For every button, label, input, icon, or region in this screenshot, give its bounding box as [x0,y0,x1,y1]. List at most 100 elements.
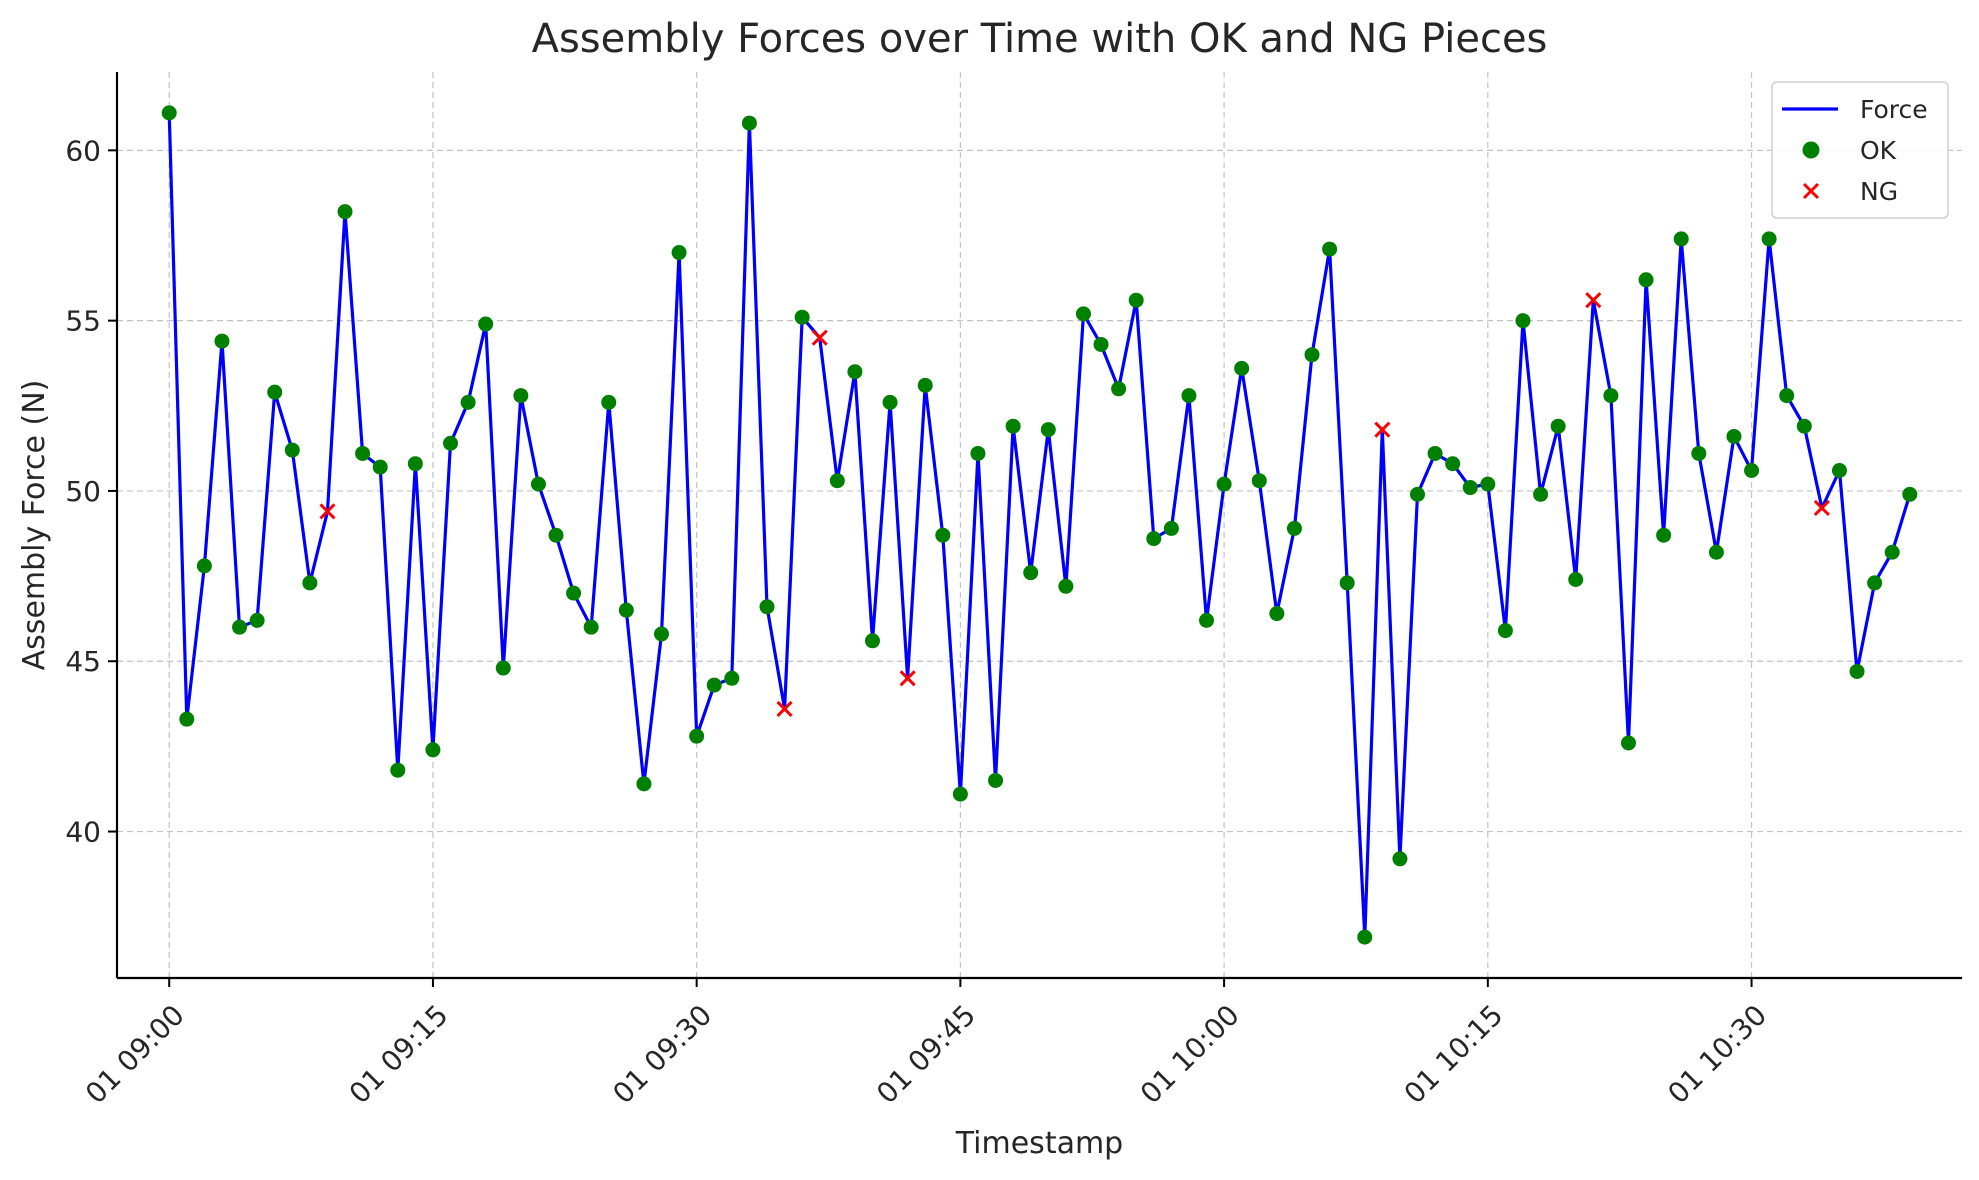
ok-point [1656,527,1672,543]
x-tick-label: 01 10:00 [1134,998,1246,1110]
ok-point [1040,422,1056,438]
legend-item-force: Force [1782,95,1928,124]
ng-point [1813,499,1830,517]
ok-point [1146,531,1162,547]
ok-point [724,670,740,686]
legend-label: OK [1860,136,1897,165]
ok-point [390,762,406,778]
ok-point [1163,520,1179,536]
x-tick-label: 01 09:45 [870,998,982,1110]
legend-label: Force [1860,95,1928,124]
ok-point [337,204,353,220]
ok-point [513,388,529,404]
ok-point [214,333,230,349]
ok-point [671,245,687,261]
ok-point [1620,735,1636,751]
ok-point [847,364,863,380]
ok-point [407,456,423,472]
ok-point [1462,480,1478,496]
ok-point [1884,544,1900,560]
ng-point [1585,292,1602,309]
ok-point [1410,486,1426,502]
ok-point [1831,463,1847,479]
ok-point [1181,388,1197,404]
ok-point [1691,445,1707,461]
x-tick-label: 01 09:00 [79,998,191,1110]
y-tick-label: 55 [65,305,101,338]
ok-point [618,602,634,618]
ok-point [1093,336,1109,352]
ok-point [601,394,617,410]
x-tick-label: 01 10:15 [1398,998,1510,1110]
ng-point-stroke [319,503,336,520]
ok-point [1304,347,1320,363]
x-axis-label: Timestamp [955,1126,1123,1161]
series-force [167,112,1912,939]
ok-point [355,445,371,461]
force-line [167,112,1912,939]
ok-point [460,394,476,410]
ok-point [1128,292,1144,308]
ok-point [1445,456,1461,472]
ok-point [1761,231,1777,247]
legend: Force OK NG [1771,81,1949,219]
legend-circle-swatch [1802,141,1820,159]
y-tick-label: 50 [65,475,101,508]
ok-point [1497,623,1513,639]
y-axis-label: Assembly Force (N) [17,380,52,671]
ok-point [689,728,705,744]
ok-point [1251,473,1267,489]
ng-point-stroke [1585,292,1602,309]
ok-point [1849,663,1865,679]
ok-point [249,612,265,628]
ok-point [741,115,757,131]
ng-point-stroke [1374,421,1391,438]
ok-point [530,476,546,492]
x-tick-label: 01 10:30 [1661,998,1773,1110]
ok-point [935,527,951,543]
ng-point-stroke [776,700,793,717]
ok-point [882,394,898,410]
markers [161,105,1918,945]
legend-x-swatch [1802,182,1820,200]
ok-point [478,316,494,332]
ok-point [636,776,652,792]
ng-point [811,329,828,346]
ok-point [1480,476,1496,492]
ok-point [267,384,283,400]
ok-point [1058,578,1074,594]
x-tick-label: 01 09:15 [343,998,455,1110]
y-tick-label: 45 [65,645,101,678]
ok-point [1779,388,1795,404]
ng-point [319,503,336,520]
legend-label: NG [1860,177,1898,206]
ok-point [864,633,880,649]
axes: 40 45 50 55 60 01 09:00 01 09:15 01 09:30 01 09:… [65,72,1962,1110]
ok-point [302,575,318,591]
ok-point [443,435,459,451]
ok-point [284,442,300,458]
ok-point [1234,360,1250,376]
ok-point [583,619,599,635]
ok-point [1357,929,1373,945]
chart-title: Assembly Forces over Time with OK and NG… [532,16,1548,62]
ok-point [1867,575,1883,591]
ok-point [970,445,986,461]
ng-point-stroke [1813,499,1830,517]
ok-point [1902,486,1918,502]
ok-point [425,742,441,758]
ok-point [653,626,669,642]
ok-point [179,711,195,727]
ok-point [1339,575,1355,591]
ok-point [548,527,564,543]
ok-point [759,599,775,615]
ok-point [1075,306,1091,322]
ok-point [1286,520,1302,536]
ng-point-stroke [811,329,828,346]
ok-point [1269,606,1285,622]
grid [117,72,1962,978]
y-tick-label: 40 [65,816,101,849]
ok-point [1673,231,1689,247]
